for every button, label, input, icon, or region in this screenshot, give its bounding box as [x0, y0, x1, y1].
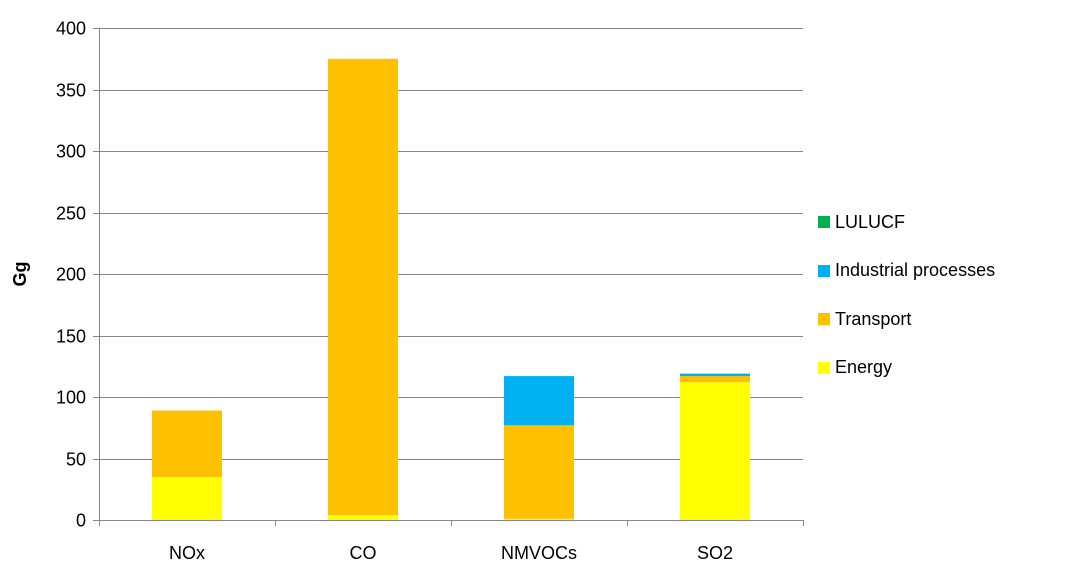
y-axis-title: Gg: [10, 262, 30, 287]
legend-item-energy: Energy: [816, 356, 995, 380]
bar-segment: [504, 425, 574, 519]
legend-swatch-transport: [818, 313, 830, 325]
y-tick-label: 350: [56, 81, 86, 101]
legend-label: LULUCF: [835, 211, 906, 232]
bar-segment: [504, 518, 574, 520]
x-tick-label: NMVOCs: [501, 543, 577, 563]
y-tick-label: 50: [66, 450, 86, 470]
bar-segment: [680, 373, 750, 377]
legend-label: Industrial processes: [835, 260, 996, 280]
legend-swatch-energy: [818, 361, 830, 374]
legend-item-industrial-processes: Industrial processes: [816, 259, 995, 283]
y-tick-label: 100: [56, 388, 86, 408]
x-tick-label: NOx: [169, 543, 205, 563]
legend-swatch-lulucf: [818, 216, 830, 228]
legend-label: Energy: [835, 357, 893, 377]
bar-segment: [328, 515, 398, 520]
bar-segment: [504, 376, 574, 426]
y-tick-label: 300: [56, 142, 86, 162]
y-tick-label: 200: [56, 265, 86, 285]
legend-swatch-industrial-processes: [818, 264, 830, 277]
bar-segment: [680, 382, 750, 520]
bar-segment: [328, 58, 398, 516]
bar-segment: [680, 376, 750, 383]
axes: [93, 28, 804, 526]
tick-labels: 0 50 100 150 200 250 300 350 400 NOx CO NMVOCs SO2: [56, 19, 733, 563]
bar-segment: [152, 410, 222, 477]
y-tick-label: 150: [56, 327, 86, 347]
y-tick-label: 400: [56, 19, 86, 39]
legend-item-lulucf: LULUCF: [816, 210, 995, 234]
bar-segment: [152, 476, 222, 520]
grid-lines: [99, 28, 803, 460]
legend: LULUCF Industrial processes Transport En…: [816, 210, 995, 404]
legend-item-transport: Transport: [816, 307, 995, 331]
y-tick-label: 0: [76, 511, 86, 531]
legend-label: Transport: [835, 308, 912, 329]
y-tick-label: 250: [56, 204, 86, 224]
bars: [152, 58, 750, 520]
x-tick-label: SO2: [697, 543, 733, 563]
x-tick-label: CO: [350, 543, 377, 563]
